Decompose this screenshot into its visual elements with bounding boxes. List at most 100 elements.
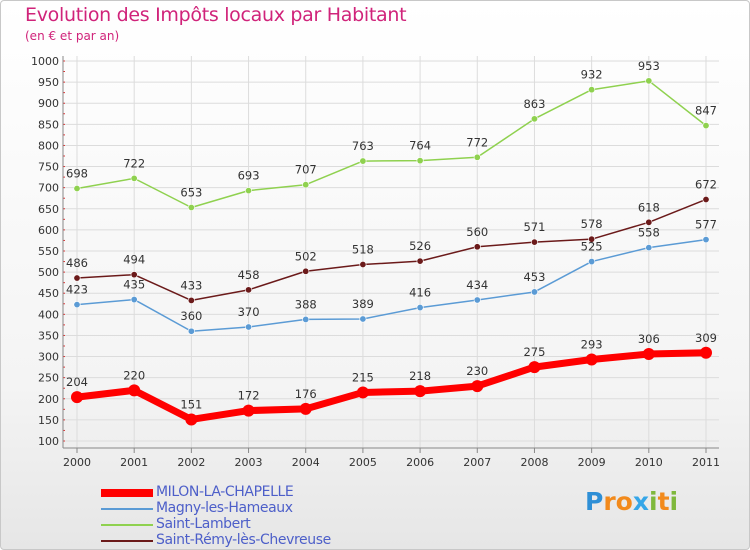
data-point	[416, 257, 424, 265]
data-point	[645, 77, 653, 85]
y-tick-label: 600	[38, 224, 59, 237]
x-tick-label: 2006	[406, 456, 434, 469]
data-point	[242, 404, 255, 417]
x-tick-label: 2003	[235, 456, 263, 469]
y-tick-label: 450	[38, 287, 59, 300]
data-label: 698	[66, 167, 88, 181]
data-point	[645, 244, 653, 252]
data-label: 433	[180, 278, 202, 292]
data-point	[530, 238, 538, 246]
y-tick-label: 150	[38, 414, 59, 427]
data-label: 558	[638, 226, 660, 240]
data-label: 388	[295, 297, 317, 311]
data-label: 275	[523, 345, 545, 359]
data-point	[473, 243, 481, 251]
y-tick-label: 100	[38, 435, 59, 448]
grid	[63, 56, 719, 448]
x-tick-label: 2008	[520, 456, 548, 469]
data-label: 764	[409, 139, 431, 153]
logo-letter: r	[603, 487, 616, 516]
logo-letter: o	[615, 487, 633, 516]
data-label: 494	[123, 253, 145, 267]
logo-letter: i	[669, 487, 679, 516]
data-point	[473, 153, 481, 161]
y-tick-label: 900	[38, 97, 59, 110]
x-tick-label: 2004	[292, 456, 320, 469]
data-label: 204	[66, 375, 88, 389]
y-tick-label: 800	[38, 139, 59, 152]
data-point	[185, 413, 198, 426]
data-point	[130, 296, 138, 304]
data-label: 370	[238, 305, 260, 319]
legend-label-saint-lambert: Saint-Lambert	[156, 516, 251, 532]
data-label: 518	[352, 243, 374, 257]
logo-letter: t	[657, 487, 670, 516]
data-point	[416, 304, 424, 312]
data-point	[585, 353, 598, 366]
data-point	[245, 286, 253, 294]
data-label: 707	[295, 163, 317, 177]
x-tick-label: 2001	[120, 456, 148, 469]
data-point	[588, 235, 596, 243]
data-label: 571	[523, 220, 545, 234]
y-tick-label: 300	[38, 351, 59, 364]
data-labels: 698 722 653 693 707 763 764 772 863 932 953 847 486 4…	[66, 59, 717, 412]
data-point	[702, 122, 710, 130]
data-label: 293	[581, 338, 603, 352]
data-point	[416, 157, 424, 165]
series-line	[76, 238, 707, 332]
legend-label-magny: Magny-les-Hameaux	[156, 500, 293, 516]
y-tick-label: 650	[38, 203, 59, 216]
data-label: 360	[180, 309, 202, 323]
data-point	[73, 301, 81, 309]
data-point	[359, 157, 367, 165]
x-tick-label: 2002	[177, 456, 205, 469]
data-point	[530, 115, 538, 123]
data-label: 423	[66, 283, 88, 297]
data-label: 486	[66, 256, 88, 270]
data-label: 416	[409, 286, 431, 300]
data-label: 434	[466, 278, 488, 292]
data-point	[471, 380, 484, 393]
data-label: 458	[238, 268, 260, 282]
chart-subtitle: (en € et par an)	[25, 29, 120, 43]
series-lines	[71, 77, 712, 426]
y-tick-label: 1000	[31, 55, 59, 68]
data-label: 722	[123, 156, 145, 170]
x-tick-label: 2007	[463, 456, 491, 469]
data-label: 172	[238, 389, 260, 403]
data-point	[356, 386, 369, 399]
axes: 100 150 200 250 300 350 400 450 500 550 600 650 700 7…	[31, 55, 720, 469]
data-label: 151	[180, 397, 202, 411]
y-tick-label: 350	[38, 329, 59, 342]
logo-letter: P	[585, 487, 604, 516]
data-point	[73, 274, 81, 282]
data-point	[187, 204, 195, 212]
data-label: 693	[238, 169, 260, 183]
data-label: 863	[523, 97, 545, 111]
data-label: 309	[695, 331, 717, 345]
data-label: 577	[695, 218, 717, 232]
data-label: 220	[123, 368, 145, 382]
series-line	[73, 349, 710, 423]
data-point	[642, 348, 655, 361]
data-point	[359, 261, 367, 269]
data-point	[302, 315, 310, 323]
data-point	[588, 86, 596, 94]
legend-swatch-magny	[101, 508, 153, 510]
data-label: 230	[466, 364, 488, 378]
data-point	[245, 323, 253, 331]
x-tick-label: 2000	[63, 456, 91, 469]
data-label: 618	[638, 200, 660, 214]
data-point	[702, 195, 710, 203]
logo-letter: i	[649, 487, 658, 516]
y-tick-label: 500	[38, 266, 59, 279]
legend-swatch-saint-remy	[101, 540, 153, 542]
data-point	[645, 218, 653, 226]
data-point	[245, 187, 253, 195]
data-point	[473, 296, 481, 304]
data-label: 526	[409, 239, 431, 253]
chart-title: Evolution des Impôts locaux par Habitant	[25, 4, 407, 26]
